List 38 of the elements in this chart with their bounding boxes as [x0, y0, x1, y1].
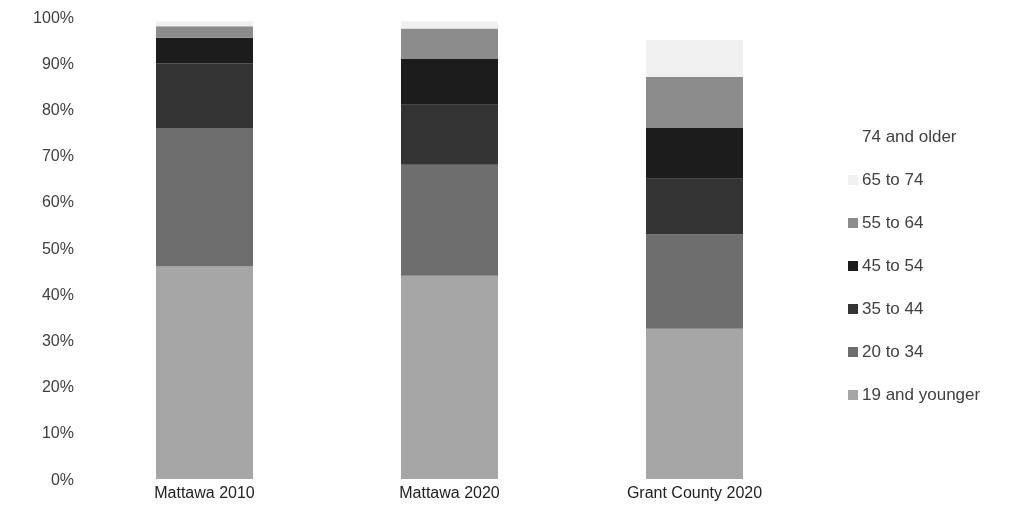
- bar: [646, 77, 743, 128]
- bar: [156, 266, 253, 479]
- y-tick-label: 70%: [41, 147, 74, 165]
- x-tick-label: Mattawa 2020: [399, 484, 500, 502]
- x-tick-label: Mattawa 2010: [154, 484, 255, 502]
- bar: [156, 26, 253, 38]
- legend-label: 20 to 34: [862, 341, 924, 362]
- bar: [401, 275, 498, 479]
- bar: [646, 234, 743, 329]
- y-tick-label: 10%: [41, 424, 74, 442]
- y-tick-label: 40%: [41, 285, 74, 303]
- y-tick-label: 80%: [41, 101, 74, 119]
- y-tick-label: 90%: [41, 54, 74, 72]
- legend-label: 55 to 64: [862, 212, 924, 233]
- legend-label: 19 and younger: [862, 384, 981, 405]
- legend-label: 65 to 74: [862, 169, 924, 190]
- y-tick-label: 60%: [41, 193, 74, 211]
- bar: [646, 328, 743, 479]
- y-tick-label: 0%: [50, 470, 74, 488]
- legend-label: 35 to 44: [862, 298, 924, 319]
- legend-label: 45 to 54: [862, 255, 924, 276]
- y-tick-label: 20%: [41, 378, 74, 396]
- text: 74 and older: [862, 126, 957, 147]
- bar: [646, 40, 743, 78]
- bar: [156, 127, 253, 267]
- y-tick-label: 50%: [41, 239, 74, 257]
- bar: [646, 178, 743, 235]
- bar: [401, 21, 498, 29]
- y-tick-label: 30%: [41, 332, 74, 350]
- bar: [401, 104, 498, 165]
- bar: [156, 63, 253, 128]
- bar: [401, 58, 498, 105]
- bar: [646, 127, 743, 179]
- bar: [401, 164, 498, 276]
- x-tick-label: Grant County 2020: [626, 484, 763, 502]
- bar: [156, 37, 253, 64]
- bar: [401, 28, 498, 59]
- y-tick-label: 100%: [33, 8, 74, 26]
